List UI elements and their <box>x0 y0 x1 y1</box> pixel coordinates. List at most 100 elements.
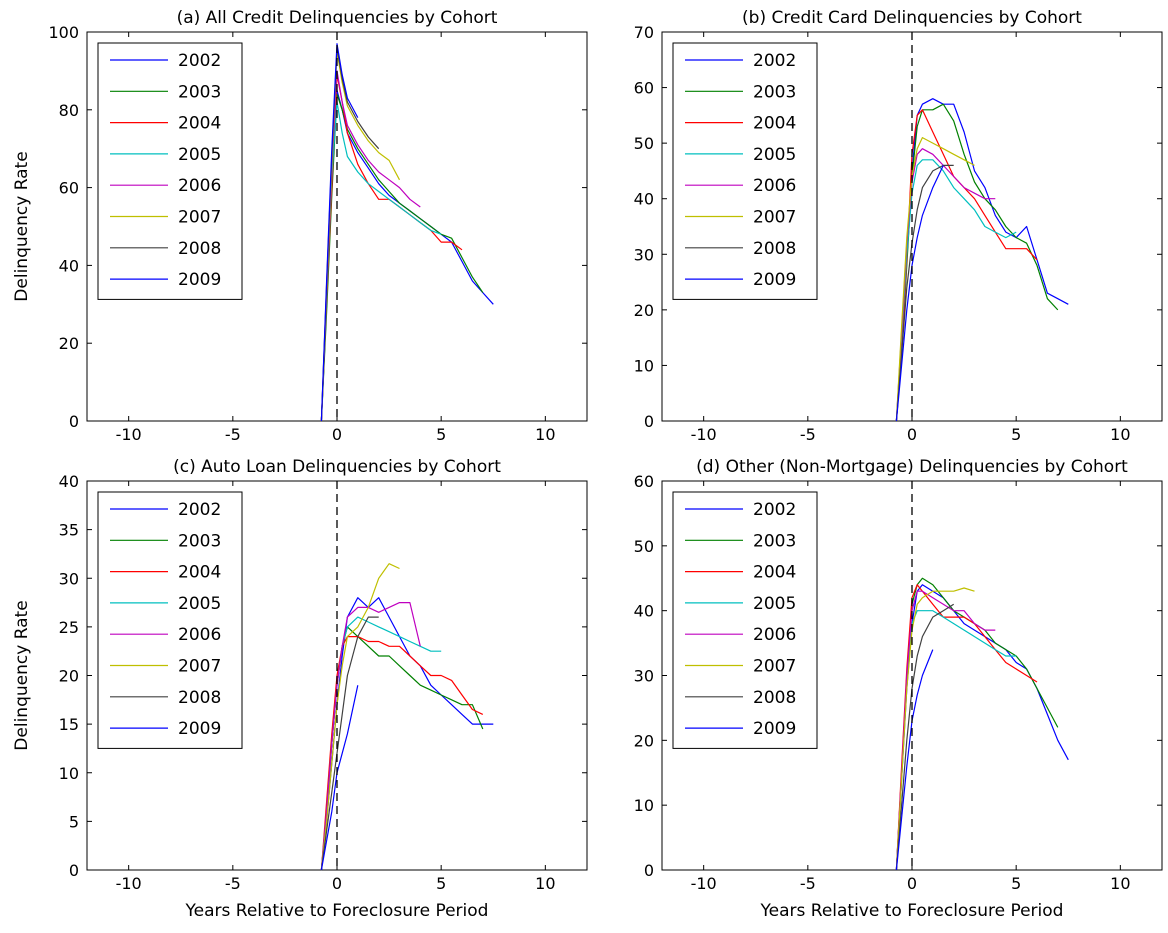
series-line-2004 <box>895 584 1038 871</box>
legend-box <box>672 42 818 300</box>
y-tick-label: 60 <box>634 472 654 491</box>
y-tick-label: 30 <box>634 245 654 264</box>
legend-label: 2009 <box>178 719 221 739</box>
y-tick-label: 10 <box>634 356 654 375</box>
x-axis-label: Years Relative to Foreclosure Period <box>760 901 1064 921</box>
legend-label: 2008 <box>753 239 796 259</box>
y-tick-label: 10 <box>634 796 654 815</box>
legend-label: 2005 <box>753 594 796 614</box>
y-tick-label: 60 <box>634 79 654 98</box>
y-tick-label: 50 <box>634 537 654 556</box>
legend-label: 2007 <box>753 208 796 228</box>
x-tick-label: -5 <box>225 874 241 893</box>
x-tick-label: 5 <box>1011 874 1021 893</box>
x-axis-label: Years Relative to Foreclosure Period <box>185 901 489 921</box>
panel-d: (d) Other (Non-Mortgage) Delinquencies b… <box>634 457 1163 921</box>
legend-label: 2006 <box>753 625 796 645</box>
series-line-2005 <box>320 101 442 422</box>
legend-label: 2004 <box>753 563 796 583</box>
y-tick-label: 40 <box>59 472 79 491</box>
legend: 2002 2003 2004 2005 2006 2007 2008 2009 <box>672 491 818 749</box>
series-line-2003 <box>320 93 484 422</box>
legend: 2002 2003 2004 2005 2006 2007 2008 2009 <box>672 42 818 300</box>
chart-title: (c) Auto Loan Delinquencies by Cohort <box>173 457 501 477</box>
legend-label: 2004 <box>178 114 221 134</box>
y-tick-label: 15 <box>59 715 79 734</box>
legend-label: 2007 <box>178 208 221 228</box>
legend-label: 2006 <box>753 176 796 196</box>
y-tick-label: 70 <box>634 23 654 42</box>
series-line-2002 <box>320 89 494 422</box>
y-tick-label: 0 <box>644 412 654 431</box>
x-tick-label: 10 <box>535 874 555 893</box>
legend-label: 2002 <box>753 51 796 71</box>
panel-b: (b) Credit Card Delinquencies by Cohort -… <box>634 8 1163 444</box>
legend-label: 2002 <box>178 500 221 520</box>
x-tick-label: 0 <box>907 874 917 893</box>
y-tick-label: 35 <box>59 521 79 540</box>
y-tick-label: 25 <box>59 618 79 637</box>
y-tick-label: 40 <box>59 256 79 275</box>
chart-title: (d) Other (Non-Mortgage) Delinquencies b… <box>696 457 1128 477</box>
x-tick-label: 0 <box>332 425 342 444</box>
x-tick-label: 10 <box>1110 425 1130 444</box>
legend-label: 2006 <box>178 176 221 196</box>
series-line-2008 <box>895 164 954 422</box>
legend-label: 2004 <box>753 114 796 134</box>
series-line-2009 <box>320 43 359 422</box>
y-tick-label: 0 <box>69 412 79 431</box>
y-tick-label: 20 <box>59 667 79 686</box>
series-line-2009 <box>895 165 944 422</box>
legend-label: 2008 <box>178 239 221 259</box>
legend-label: 2003 <box>753 531 796 551</box>
legend-label: 2005 <box>178 594 221 614</box>
legend-label: 2003 <box>753 82 796 102</box>
series-line-2008 <box>320 616 379 871</box>
x-tick-label: 5 <box>436 425 446 444</box>
y-tick-label: 10 <box>59 764 79 783</box>
panel-c: (c) Auto Loan Delinquencies by Cohort -10… <box>12 457 588 921</box>
legend-label: 2006 <box>178 625 221 645</box>
legend-label: 2003 <box>178 531 221 551</box>
legend: 2002 2003 2004 2005 2006 2007 2008 2009 <box>97 491 243 749</box>
x-tick-label: -5 <box>800 425 816 444</box>
x-tick-label: -10 <box>691 874 717 893</box>
series-line-2007 <box>895 587 975 871</box>
legend: 2002 2003 2004 2005 2006 2007 2008 2009 <box>97 42 243 300</box>
y-tick-label: 0 <box>644 861 654 880</box>
legend-label: 2003 <box>178 82 221 102</box>
legend-label: 2002 <box>178 51 221 71</box>
x-tick-label: 10 <box>1110 874 1130 893</box>
series-line-2007 <box>895 137 975 422</box>
y-tick-label: 30 <box>59 569 79 588</box>
x-tick-label: -10 <box>116 425 142 444</box>
y-axis-label: Delinquency Rate <box>12 151 32 301</box>
legend-label: 2005 <box>178 145 221 165</box>
x-tick-label: 5 <box>1011 425 1021 444</box>
series-line-2002 <box>895 98 1069 422</box>
series-line-2005 <box>895 159 1017 422</box>
legend-label: 2008 <box>178 688 221 708</box>
chart-title: (a) All Credit Delinquencies by Cohort <box>177 8 498 28</box>
series-line-2006 <box>895 590 996 871</box>
series-line-2007 <box>320 563 400 871</box>
x-tick-label: -5 <box>800 874 816 893</box>
legend-label: 2007 <box>178 657 221 677</box>
legend-box <box>97 42 243 300</box>
legend-label: 2009 <box>753 270 796 290</box>
legend-box <box>97 491 243 749</box>
legend-label: 2004 <box>178 563 221 583</box>
y-tick-label: 20 <box>634 301 654 320</box>
legend-label: 2009 <box>178 270 221 290</box>
y-tick-label: 20 <box>634 731 654 750</box>
y-tick-label: 50 <box>634 134 654 153</box>
y-tick-label: 30 <box>634 667 654 686</box>
legend-label: 2002 <box>753 500 796 520</box>
y-tick-label: 40 <box>634 602 654 621</box>
x-tick-label: -5 <box>225 425 241 444</box>
series-line-2006 <box>320 601 421 871</box>
y-tick-label: 0 <box>69 861 79 880</box>
legend-label: 2005 <box>753 145 796 165</box>
legend-label: 2007 <box>753 657 796 677</box>
